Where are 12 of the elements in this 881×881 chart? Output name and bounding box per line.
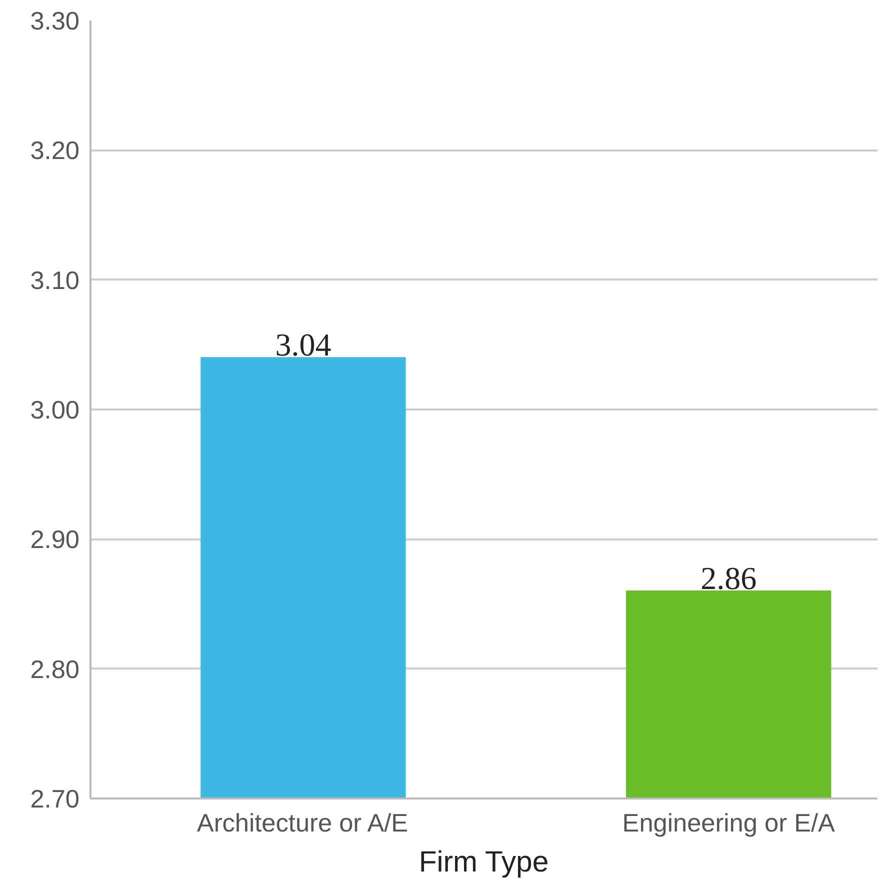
y-tick-label: 2.70 [30,786,80,814]
data-label: 3.04 [275,326,332,363]
x-tick-label: Engineering or E/A [622,810,836,838]
y-tick-label: 3.20 [30,137,80,166]
x-tick-label: Architecture or A/E [196,810,408,838]
y-tick-label: 3.10 [30,266,80,295]
y-tick-label: 3.00 [30,396,80,424]
y-tick-label: 3.30 [30,8,80,36]
y-tick-label: 2.80 [30,656,80,684]
data-label: 2.86 [700,560,757,596]
y-tick-label: 2.90 [30,526,80,554]
x-axis-title: Firm Type [418,846,549,878]
